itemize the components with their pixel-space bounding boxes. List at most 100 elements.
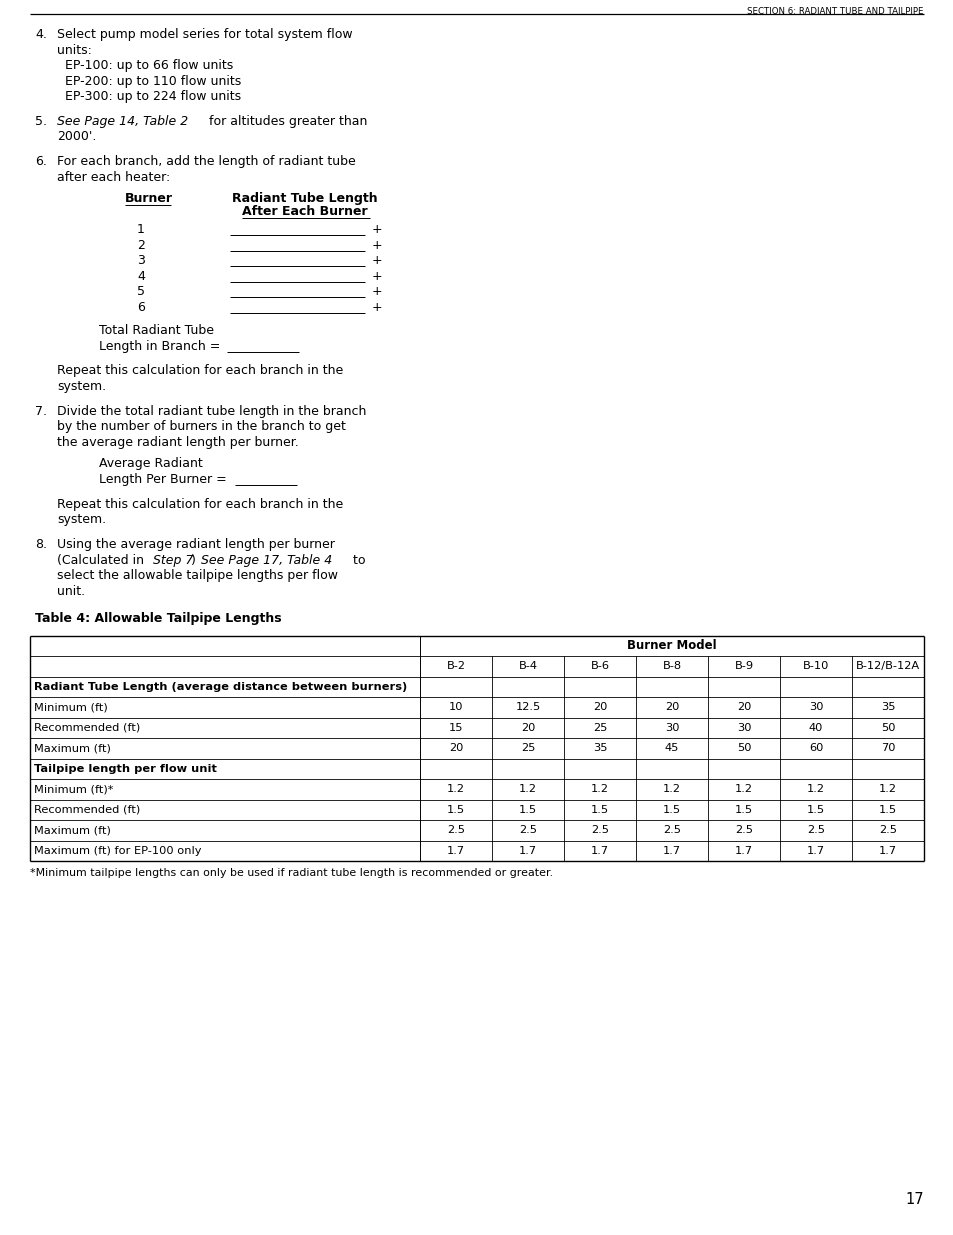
Text: 3: 3 <box>137 254 145 267</box>
Text: Repeat this calculation for each branch in the: Repeat this calculation for each branch … <box>57 498 343 511</box>
Text: +: + <box>372 254 382 267</box>
Text: 1.7: 1.7 <box>878 846 896 856</box>
Text: 50: 50 <box>880 722 894 732</box>
Text: See Page 14, Table 2: See Page 14, Table 2 <box>57 115 188 127</box>
Text: 2.5: 2.5 <box>806 825 824 835</box>
Text: 50: 50 <box>736 743 750 753</box>
Text: For each branch, add the length of radiant tube: For each branch, add the length of radia… <box>57 156 355 168</box>
Text: Recommended (ft): Recommended (ft) <box>34 722 140 732</box>
Text: 20: 20 <box>736 703 750 713</box>
Text: 20: 20 <box>448 743 463 753</box>
Text: 1.7: 1.7 <box>446 846 464 856</box>
Text: 2: 2 <box>137 238 145 252</box>
Text: to: to <box>349 553 365 567</box>
Text: 35: 35 <box>880 703 894 713</box>
Text: 1.5: 1.5 <box>734 805 752 815</box>
Text: 1.2: 1.2 <box>878 784 896 794</box>
Text: B-4: B-4 <box>518 662 537 672</box>
Text: 8.: 8. <box>35 538 47 551</box>
Text: 6.: 6. <box>35 156 47 168</box>
Text: 1.7: 1.7 <box>662 846 680 856</box>
Text: 30: 30 <box>736 722 750 732</box>
Text: 40: 40 <box>808 722 822 732</box>
Text: 2.5: 2.5 <box>590 825 608 835</box>
Text: Tailpipe length per flow unit: Tailpipe length per flow unit <box>34 764 216 774</box>
Text: B-6: B-6 <box>590 662 609 672</box>
Text: 5: 5 <box>137 285 145 298</box>
Text: 1.5: 1.5 <box>446 805 464 815</box>
Text: for altitudes greater than: for altitudes greater than <box>205 115 367 127</box>
Text: 15: 15 <box>448 722 463 732</box>
Text: Minimum (ft)*: Minimum (ft)* <box>34 784 113 794</box>
Text: Burner Model: Burner Model <box>626 640 716 652</box>
Text: Using the average radiant length per burner: Using the average radiant length per bur… <box>57 538 335 551</box>
Text: B-8: B-8 <box>661 662 680 672</box>
Text: Maximum (ft): Maximum (ft) <box>34 743 111 753</box>
Text: 1.5: 1.5 <box>806 805 824 815</box>
Text: Minimum (ft): Minimum (ft) <box>34 703 108 713</box>
Text: by the number of burners in the branch to get: by the number of burners in the branch t… <box>57 420 346 433</box>
Text: units:: units: <box>57 43 91 57</box>
Text: 30: 30 <box>664 722 679 732</box>
Text: Table 4: Allowable Tailpipe Lengths: Table 4: Allowable Tailpipe Lengths <box>35 613 281 625</box>
Text: +: + <box>372 238 382 252</box>
Text: +: + <box>372 300 382 314</box>
Text: 2.5: 2.5 <box>662 825 680 835</box>
Text: 1.2: 1.2 <box>447 784 464 794</box>
Text: B-9: B-9 <box>734 662 753 672</box>
Text: Length in Branch =: Length in Branch = <box>99 340 220 353</box>
Text: EP-300: up to 224 flow units: EP-300: up to 224 flow units <box>65 90 241 103</box>
Text: 35: 35 <box>592 743 607 753</box>
Text: after each heater:: after each heater: <box>57 170 170 184</box>
Text: 60: 60 <box>808 743 822 753</box>
Text: 1: 1 <box>137 224 145 236</box>
Text: 1.2: 1.2 <box>662 784 680 794</box>
Text: Total Radiant Tube: Total Radiant Tube <box>99 324 213 337</box>
Text: After Each Burner: After Each Burner <box>242 205 367 219</box>
Text: 10: 10 <box>448 703 463 713</box>
Text: 20: 20 <box>592 703 606 713</box>
Text: See Page 17, Table 4: See Page 17, Table 4 <box>201 553 332 567</box>
Text: +: + <box>372 285 382 298</box>
Text: 5.: 5. <box>35 115 47 127</box>
Text: Step 7: Step 7 <box>152 553 193 567</box>
Text: unit.: unit. <box>57 584 85 598</box>
Text: 6: 6 <box>137 300 145 314</box>
Text: 1.2: 1.2 <box>590 784 608 794</box>
Text: Radiant Tube Length (average distance between burners): Radiant Tube Length (average distance be… <box>34 682 407 692</box>
Text: select the allowable tailpipe lengths per flow: select the allowable tailpipe lengths pe… <box>57 569 337 582</box>
Text: 25: 25 <box>520 743 535 753</box>
Text: Divide the total radiant tube length in the branch: Divide the total radiant tube length in … <box>57 405 366 417</box>
Text: 1.7: 1.7 <box>734 846 752 856</box>
Text: 2.5: 2.5 <box>878 825 896 835</box>
Text: Burner: Burner <box>125 193 172 205</box>
Text: system.: system. <box>57 514 106 526</box>
Text: 2.5: 2.5 <box>734 825 752 835</box>
Text: SECTION 6: RADIANT TUBE AND TAILPIPE: SECTION 6: RADIANT TUBE AND TAILPIPE <box>747 7 923 16</box>
Text: 20: 20 <box>520 722 535 732</box>
Text: 1.2: 1.2 <box>518 784 537 794</box>
Text: 1.5: 1.5 <box>518 805 537 815</box>
Text: 1.7: 1.7 <box>806 846 824 856</box>
Text: B-2: B-2 <box>446 662 465 672</box>
Text: the average radiant length per burner.: the average radiant length per burner. <box>57 436 298 448</box>
Text: EP-100: up to 66 flow units: EP-100: up to 66 flow units <box>65 59 233 72</box>
Text: 1.2: 1.2 <box>806 784 824 794</box>
Text: Recommended (ft): Recommended (ft) <box>34 805 140 815</box>
Text: 30: 30 <box>808 703 822 713</box>
Text: 25: 25 <box>592 722 606 732</box>
Text: 2.5: 2.5 <box>447 825 464 835</box>
Text: 17: 17 <box>904 1192 923 1207</box>
Text: 1.5: 1.5 <box>590 805 608 815</box>
Text: 4: 4 <box>137 269 145 283</box>
Text: Radiant Tube Length: Radiant Tube Length <box>232 193 377 205</box>
Text: 1.7: 1.7 <box>518 846 537 856</box>
Text: 1.7: 1.7 <box>590 846 608 856</box>
Text: B-10: B-10 <box>802 662 828 672</box>
Text: EP-200: up to 110 flow units: EP-200: up to 110 flow units <box>65 74 241 88</box>
Text: B-12/B-12A: B-12/B-12A <box>855 662 919 672</box>
Text: Repeat this calculation for each branch in the: Repeat this calculation for each branch … <box>57 364 343 378</box>
Text: +: + <box>372 269 382 283</box>
Text: 45: 45 <box>664 743 679 753</box>
Text: Average Radiant: Average Radiant <box>99 457 203 471</box>
